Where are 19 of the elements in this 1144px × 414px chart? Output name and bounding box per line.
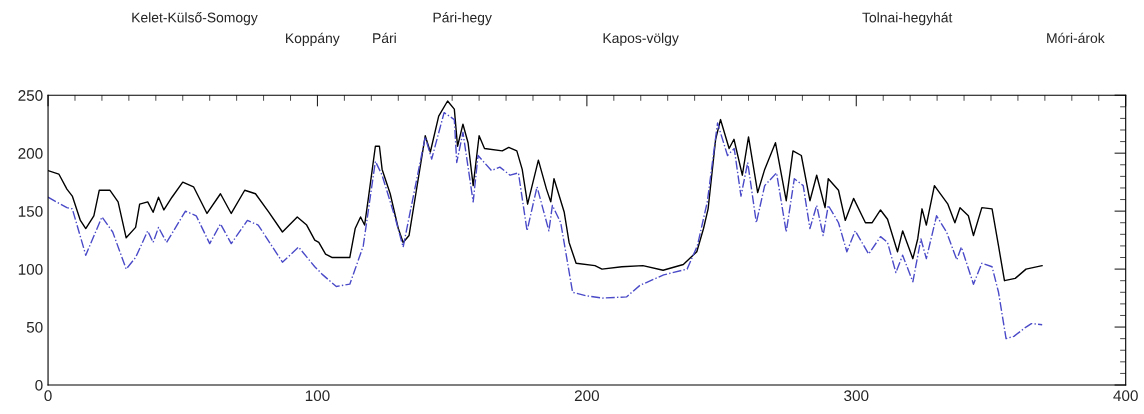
x-tick-label: 100 — [305, 390, 330, 402]
x-tick-label: 300 — [844, 390, 869, 402]
x-tick-label: 200 — [574, 390, 600, 402]
text: Pári-hegy — [433, 12, 492, 26]
text: Tolnai-hegyhát — [862, 12, 953, 26]
y-tick-label: 100 — [18, 263, 43, 275]
text: Pári — [373, 32, 396, 44]
text: Kapos-völgy — [603, 32, 679, 46]
y-tick-label: 50 — [26, 321, 43, 333]
line-series — [48, 111, 1043, 340]
text: Koppány — [286, 32, 340, 46]
text: Kelet-Külső-Somogy — [132, 12, 258, 26]
y-tick-label: 0 — [35, 379, 43, 391]
text: Móri-árok — [1047, 32, 1105, 44]
y-tick-label: 250 — [18, 90, 43, 101]
x-tick-label: 0 — [44, 390, 52, 402]
x-tick-label: 400 — [1113, 390, 1138, 402]
y-tick-label: 200 — [18, 148, 43, 159]
y-tick-label: 150 — [18, 206, 43, 217]
